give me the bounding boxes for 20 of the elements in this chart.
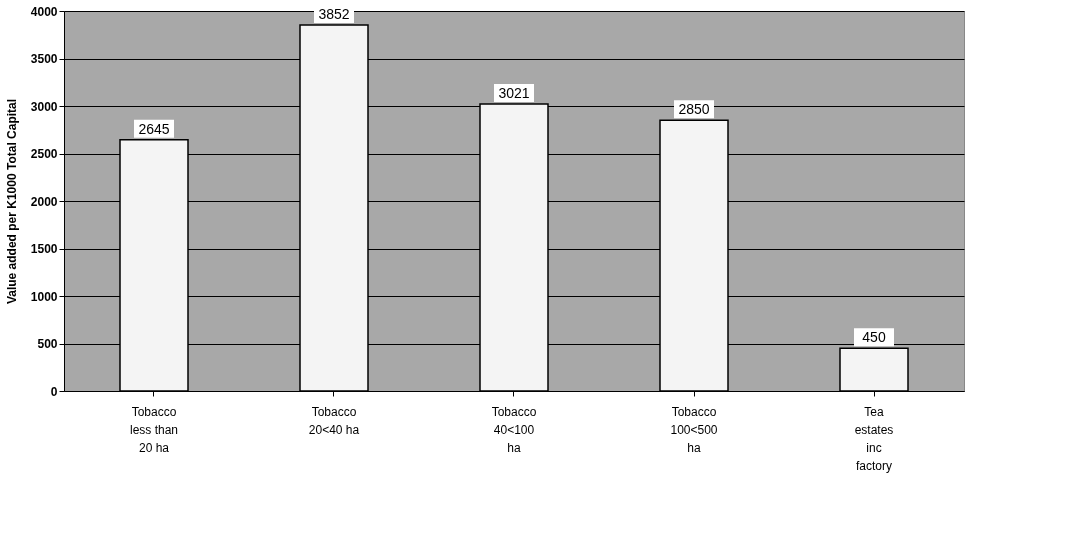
data-label: 3021 <box>498 85 530 101</box>
y-tick-label: 500 <box>37 337 58 351</box>
y-tick-label: 1500 <box>30 242 58 256</box>
x-tick-label: Tobacco 40<100 ha <box>491 404 537 455</box>
data-label: 3852 <box>318 6 350 23</box>
x-tick-label: Tobacco 20<40 ha <box>308 404 360 437</box>
x-tick-label: Tea estates inc factory <box>854 404 894 473</box>
y-tick-label: 4000 <box>30 4 58 19</box>
data-label: 450 <box>862 329 886 346</box>
data-label: 2850 <box>678 101 710 118</box>
y-tick-label: 2000 <box>30 194 58 209</box>
y-tick-label: 0 <box>50 384 58 399</box>
data-label: 2645 <box>138 120 170 137</box>
y-tick-label: 3000 <box>30 99 58 114</box>
x-tick-label: Tobacco less than 20 ha <box>129 404 179 455</box>
y-axis-title: Value added per K1000 Total Capital <box>4 98 19 305</box>
y-tick-label: 3500 <box>30 52 58 66</box>
y-tick-label: 1000 <box>30 289 58 304</box>
y-tick-label: 2500 <box>30 147 58 161</box>
x-tick-label: Tobacco 100<500 ha <box>670 404 718 455</box>
